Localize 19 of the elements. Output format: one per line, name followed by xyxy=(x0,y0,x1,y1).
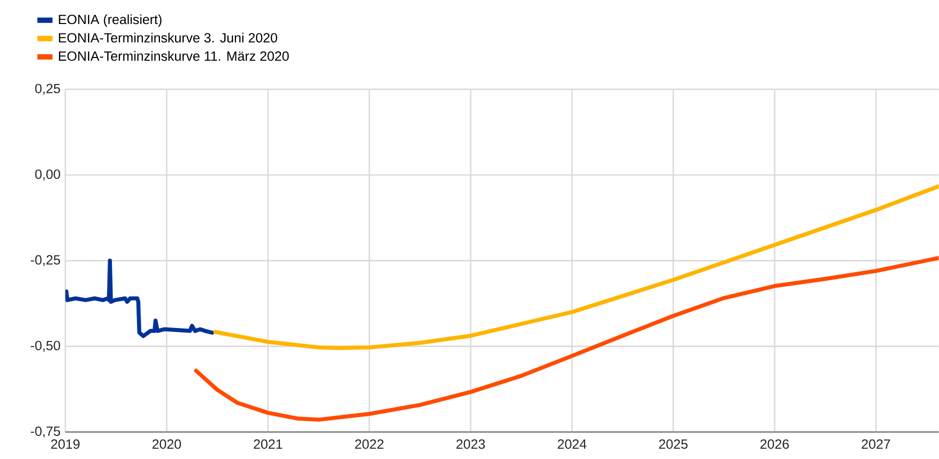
y-tick-label: -0,50 xyxy=(30,341,60,352)
y-tick-label: 0,00 xyxy=(35,170,60,181)
legend-label: EONIA-Terminzinskurve 3. Juni 2020 xyxy=(58,32,278,43)
legend-label: EONIA-Terminzinskurve 11. März 2020 xyxy=(58,51,289,61)
legend-label: EONIA (realisiert) xyxy=(58,14,162,27)
y-tick-label: 0,25 xyxy=(35,84,60,95)
x-tick-label: 2023 xyxy=(456,440,485,449)
x-tick-label: 2022 xyxy=(355,440,384,449)
x-tick-label: 2026 xyxy=(760,440,789,449)
x-tick-label: 2020 xyxy=(152,440,181,449)
line-series xyxy=(65,258,214,338)
y-tick-label: -0,25 xyxy=(30,255,60,266)
x-tick-label: 2024 xyxy=(558,440,586,449)
x-tick-label: 2019 xyxy=(51,440,80,449)
x-tick-label: 2025 xyxy=(659,440,688,449)
y-tick-label: -0,75 xyxy=(30,426,60,438)
x-tick-label: 2027 xyxy=(862,440,890,449)
line-series xyxy=(194,256,939,422)
x-tick-label: 2021 xyxy=(254,440,282,449)
